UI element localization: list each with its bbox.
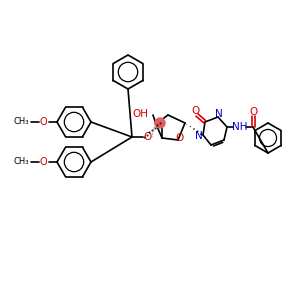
Text: OH: OH [132,109,148,119]
Circle shape [155,118,165,128]
Text: N: N [215,109,223,119]
Text: CH₃: CH₃ [14,118,29,127]
Text: O: O [39,157,47,167]
Text: NH: NH [232,122,248,132]
Text: O: O [144,132,152,142]
Text: O: O [175,133,183,143]
Text: O: O [250,107,258,117]
Text: O: O [191,106,199,116]
Text: N: N [195,131,203,141]
Text: CH₃: CH₃ [14,158,29,166]
Text: O: O [39,117,47,127]
